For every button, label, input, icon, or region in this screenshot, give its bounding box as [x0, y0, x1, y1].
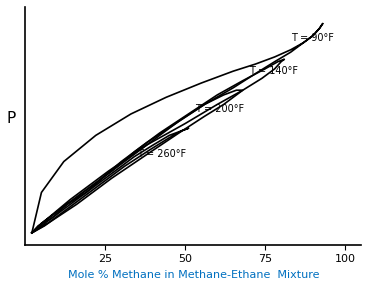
Y-axis label: P: P: [7, 111, 16, 126]
Text: T = 90°F: T = 90°F: [291, 33, 334, 43]
X-axis label: Mole % Methane in Methane-Ethane  Mixture: Mole % Methane in Methane-Ethane Mixture: [67, 270, 319, 280]
Text: T = 140°F: T = 140°F: [249, 66, 298, 76]
Text: T = 260°F: T = 260°F: [137, 150, 187, 159]
Text: T = 200°F: T = 200°F: [195, 104, 244, 114]
